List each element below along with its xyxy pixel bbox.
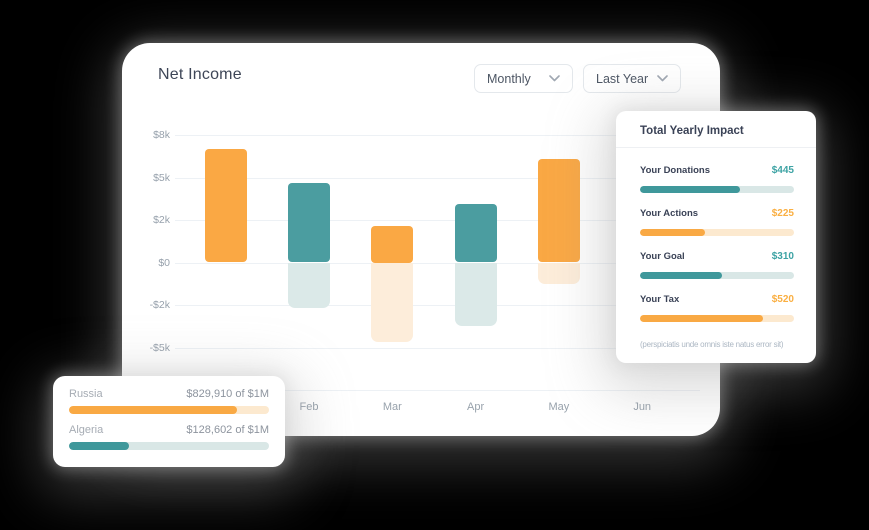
range-dropdown[interactable]: Last Year: [583, 64, 681, 93]
period-dropdown-value: Monthly: [487, 71, 531, 86]
x-axis-month-label: Jun: [633, 401, 652, 413]
divider: [616, 147, 816, 148]
impact-row-value: $225: [771, 208, 794, 219]
gridline: [175, 347, 700, 349]
impact-row-label: Your Goal: [640, 251, 685, 262]
progress-bar: [640, 186, 794, 193]
bar-chart: $8k$5k$2k$0-$2k-$5kJanFebMarAprMayJun: [122, 43, 720, 436]
gridline: [175, 177, 700, 179]
chart-bar-faded-mar: [371, 262, 414, 342]
country-row-algeria: Algeria $128,602 of $1M: [69, 424, 269, 450]
y-axis-tick-label: $2k: [153, 214, 170, 226]
impact-row-value: $520: [771, 294, 794, 305]
impact-footnote: (perspiciatis unde omnis iste natus erro…: [640, 340, 784, 349]
chart-bar-feb: [288, 183, 330, 263]
y-axis-tick-label: -$5k: [149, 341, 170, 354]
impact-row-donations: Your Donations $445: [640, 165, 794, 193]
gridline: [175, 390, 700, 391]
y-axis-tick-label: $5k: [153, 171, 170, 184]
progress-bar: [640, 315, 794, 322]
chevron-down-icon: [657, 75, 668, 82]
impact-row-goal: Your Goal $310: [640, 251, 794, 279]
impact-row-label: Your Actions: [640, 208, 699, 219]
chart-bar-faded-feb: [288, 262, 330, 308]
chart-bar-may: [537, 159, 580, 263]
chart-bar-jan: [204, 149, 247, 263]
y-axis-tick-label: $0: [158, 256, 170, 269]
gridline: [175, 135, 700, 136]
chart-bar-apr: [454, 204, 497, 263]
impact-card-title: Total Yearly Impact: [640, 125, 744, 137]
x-axis-month-label: Feb: [299, 401, 319, 413]
country-value: $829,910 of $1M: [186, 388, 269, 400]
chart-bar-faded-apr: [454, 262, 497, 327]
gridline: [175, 220, 700, 221]
chevron-down-icon: [549, 75, 560, 82]
y-axis-tick-label: -$2k: [149, 299, 170, 311]
range-dropdown-value: Last Year: [596, 71, 649, 86]
progress-bar: [640, 229, 794, 236]
gridline: [175, 305, 700, 306]
impact-row-actions: Your Actions $225: [640, 208, 794, 236]
country-value: $128,602 of $1M: [186, 424, 269, 436]
x-axis-month-label: May: [548, 401, 570, 413]
total-yearly-impact-card: Total Yearly Impact Your Donations $445 …: [616, 111, 816, 363]
gridline: [175, 262, 700, 264]
progress-bar: [69, 406, 269, 414]
progress-bar: [69, 442, 269, 450]
progress-bar: [640, 272, 794, 279]
chart-bar-mar: [371, 226, 414, 263]
impact-row-value: $310: [771, 251, 794, 262]
impact-row-label: Your Donations: [640, 165, 711, 176]
country-label: Russia: [69, 388, 103, 400]
period-dropdown[interactable]: Monthly: [474, 64, 573, 93]
country-label: Algeria: [69, 424, 104, 436]
country-row-russia: Russia $829,910 of $1M: [69, 388, 269, 414]
x-axis-month-label: Apr: [467, 401, 485, 413]
impact-row-tax: Your Tax $520: [640, 294, 794, 322]
impact-row-label: Your Tax: [640, 294, 680, 305]
page-title: Net Income: [158, 66, 242, 83]
y-axis-tick-label: $8k: [153, 129, 170, 141]
x-axis-month-label: Mar: [382, 401, 402, 413]
countries-progress-card: Russia $829,910 of $1M Algeria $128,602 …: [53, 376, 285, 467]
chart-bar-faded-may: [537, 262, 580, 284]
impact-row-value: $445: [771, 165, 794, 176]
